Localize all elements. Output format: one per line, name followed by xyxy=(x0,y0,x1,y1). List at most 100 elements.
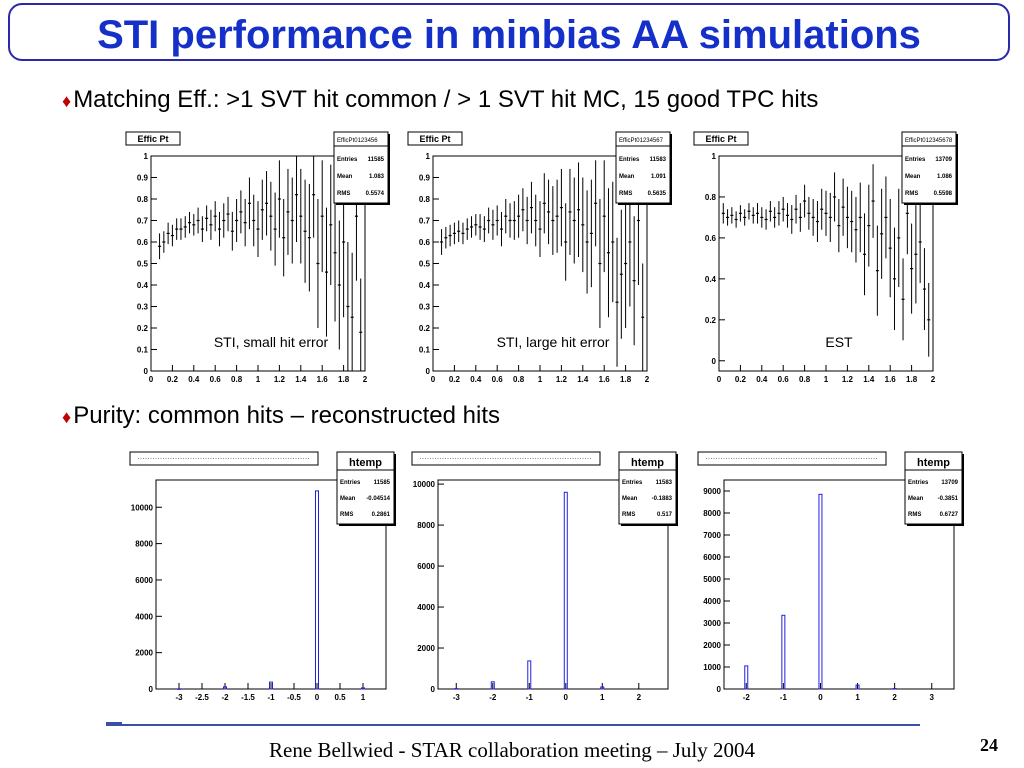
y-tick-label: 0.4 xyxy=(705,275,717,284)
x-tick-label: 2 xyxy=(892,693,897,702)
purity-histogram-sti-small: 0 2000 4000 6000 8000 10000 -3 -2.5 -2 -1.5 -1 -0.5… xyxy=(129,451,396,702)
x-tick-label: 1.4 xyxy=(577,375,589,384)
stats-box-title: htemp xyxy=(631,457,664,469)
x-tick-label: -1 xyxy=(526,693,534,702)
histogram-bar xyxy=(269,681,273,690)
stats-value: -0.04514 xyxy=(366,496,390,502)
x-tick-label: 1 xyxy=(361,693,366,702)
y-tick-label: 0.9 xyxy=(419,174,431,183)
histogram-bar xyxy=(177,688,181,690)
x-tick-label: 0.2 xyxy=(167,375,179,384)
y-tick-label: 0 xyxy=(426,367,431,376)
x-tick-label: 0.8 xyxy=(799,375,811,384)
x-tick-label: 0 xyxy=(431,375,436,384)
stats-value: 0.5598 xyxy=(934,191,953,197)
x-tick-label: 1 xyxy=(256,375,261,384)
stats-value: 1.083 xyxy=(369,174,385,180)
y-tick-label: 0.7 xyxy=(419,217,431,226)
stats-box-title: EfficPt0123456 xyxy=(337,138,378,144)
y-tick-label: 0.7 xyxy=(137,217,149,226)
x-tick-label: 0.6 xyxy=(492,375,504,384)
histogram-bar xyxy=(818,493,823,690)
y-tick-label: 1000 xyxy=(703,663,721,672)
plot-frame xyxy=(432,155,648,372)
y-tick-label: 4000 xyxy=(417,603,435,612)
y-tick-label: 0.1 xyxy=(419,346,431,355)
x-tick-label: -3 xyxy=(453,693,461,702)
chart-label: STI, large hit error xyxy=(497,334,610,350)
x-tick-label: -1 xyxy=(267,693,275,702)
y-tick-label: 8000 xyxy=(417,521,435,530)
stats-value: -0.1883 xyxy=(652,496,673,502)
stats-label: Entries xyxy=(619,157,640,163)
y-tick-label: 4000 xyxy=(135,612,153,621)
y-tick-label: 0.4 xyxy=(419,281,431,290)
y-tick-label: 0.8 xyxy=(419,195,431,204)
stats-box xyxy=(336,451,395,525)
stats-label: RMS xyxy=(340,512,353,518)
y-tick-label: 0.9 xyxy=(137,174,149,183)
x-tick-label: 1.2 xyxy=(556,375,568,384)
x-tick-label: 1 xyxy=(538,375,543,384)
bullet-text: Purity: common hits – reconstructed hits xyxy=(73,402,501,429)
y-tick-label: 2000 xyxy=(417,644,435,653)
x-tick-label: -3 xyxy=(175,693,183,702)
histogram-title: Effic Pt xyxy=(705,134,736,144)
y-tick-label: 10000 xyxy=(131,503,154,512)
plot-frame xyxy=(150,155,366,372)
x-tick-label: 0 xyxy=(818,693,823,702)
x-tick-label: 0.5 xyxy=(334,693,346,702)
stats-value: 0.517 xyxy=(657,512,673,518)
stats-value: 11585 xyxy=(368,157,385,163)
y-tick-label: 0 xyxy=(717,685,722,694)
y-tick-label: 0.6 xyxy=(419,238,431,247)
stats-value: 0.5574 xyxy=(366,191,385,197)
x-tick-label: 1.4 xyxy=(295,375,307,384)
stats-value: 11585 xyxy=(374,480,391,486)
y-tick-label: 0 xyxy=(431,685,436,694)
x-tick-label: 1.2 xyxy=(842,375,854,384)
y-tick-label: 0.8 xyxy=(137,195,149,204)
stats-box xyxy=(618,451,677,525)
x-tick-label: 1.8 xyxy=(338,375,350,384)
histogram-bar xyxy=(563,491,568,690)
x-tick-label: 0.6 xyxy=(210,375,222,384)
stats-value: 0.6727 xyxy=(940,512,959,518)
stats-label: Entries xyxy=(340,480,361,486)
x-tick-label: 1.4 xyxy=(863,375,875,384)
stats-value: 0.2861 xyxy=(372,512,391,518)
bullet-text: Matching Eff.: >1 SVT hit common / > 1 S… xyxy=(73,86,819,113)
stats-label: RMS xyxy=(622,512,635,518)
stats-label: Entries xyxy=(905,157,926,163)
y-tick-label: 6000 xyxy=(417,562,435,571)
stats-label: Entries xyxy=(337,157,358,163)
histogram-bar xyxy=(454,688,459,690)
y-tick-label: 6000 xyxy=(703,553,721,562)
diamond-bullet-icon: ♦ xyxy=(62,91,72,111)
stats-box-title: EfficPt01234567 xyxy=(619,138,664,144)
y-tick-label: 0.2 xyxy=(419,324,431,333)
x-tick-label: 0.4 xyxy=(756,375,768,384)
page-title: STI performance in minbias AA simulation… xyxy=(97,13,921,57)
x-tick-label: 1.6 xyxy=(599,375,611,384)
x-tick-label: -2 xyxy=(221,693,229,702)
y-tick-label: 6000 xyxy=(135,576,153,585)
y-tick-label: 0 xyxy=(712,357,717,366)
x-tick-label: 0.4 xyxy=(188,375,200,384)
x-tick-label: -1 xyxy=(780,693,788,702)
histogram-title-box xyxy=(693,131,749,146)
x-tick-label: 0 xyxy=(717,375,722,384)
y-tick-label: 0 xyxy=(144,367,149,376)
stats-label: RMS xyxy=(905,191,918,197)
y-tick-label: 1 xyxy=(712,152,717,161)
y-tick-label: 0 xyxy=(149,685,154,694)
histogram-bar xyxy=(223,686,227,690)
stats-label: Entries xyxy=(908,480,929,486)
histogram-title-box xyxy=(407,131,463,146)
y-tick-label: 1 xyxy=(144,152,149,161)
y-tick-label: 0.5 xyxy=(419,260,431,269)
histogram-bar xyxy=(490,681,495,690)
efficiency-chart-sti-small: Effic Pt 0 0.1 0.2 0.3 0.4 0.5 0.6 0.7 0.8 0.9 1 0 0.… xyxy=(125,131,390,384)
x-tick-label: -2 xyxy=(743,693,751,702)
x-tick-label: 2 xyxy=(645,375,650,384)
